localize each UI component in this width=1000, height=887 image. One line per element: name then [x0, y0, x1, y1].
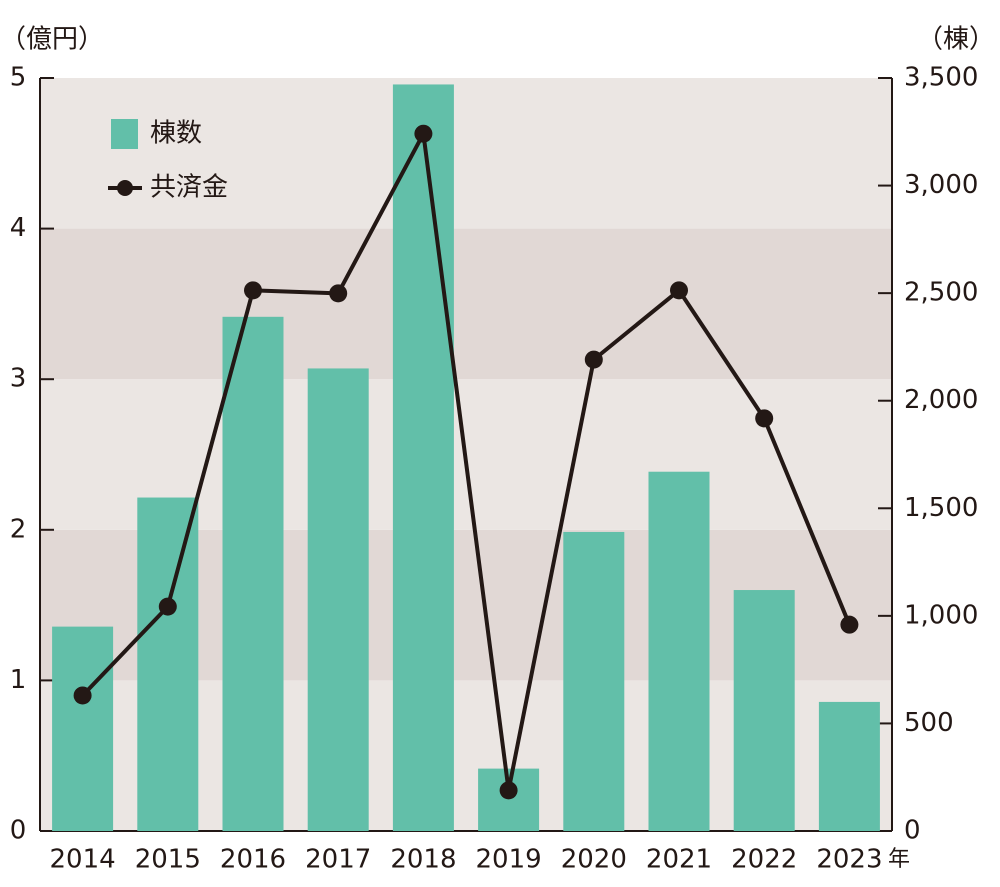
bar — [818, 701, 880, 831]
y-tick-label: 4 — [10, 213, 27, 243]
line-point — [158, 597, 177, 616]
line-point — [329, 284, 348, 303]
legend-label: 棟数 — [150, 119, 202, 149]
x-tick-label: 2019 — [476, 845, 542, 875]
y-tick-label: 3 — [10, 364, 27, 394]
line-point — [584, 350, 603, 369]
bar — [563, 531, 625, 831]
x-tick-label: 2017 — [305, 845, 371, 875]
line-point — [414, 124, 433, 143]
line-point — [840, 615, 859, 634]
x-unit-label: 年 — [888, 847, 910, 872]
bar — [648, 471, 710, 831]
plot-band — [40, 78, 892, 229]
line — [81, 131, 852, 793]
y-tick-label: 1 — [10, 665, 27, 695]
line-point — [244, 281, 262, 300]
bar — [307, 368, 369, 831]
x-tick-label: 2015 — [135, 845, 201, 875]
y2-tick-label: 1,500 — [904, 493, 978, 523]
line-point — [499, 781, 518, 800]
bar — [222, 316, 284, 831]
y2-tick-label: 0 — [904, 816, 921, 846]
plot-band — [40, 228, 892, 380]
y-axis-label: （億円） — [0, 25, 104, 55]
y2-tick-label: 3,500 — [904, 63, 978, 93]
y-tick-label: 5 — [10, 63, 27, 93]
bar — [52, 626, 114, 831]
bar — [137, 497, 199, 831]
x-tick-label: 2020 — [561, 845, 627, 875]
line-point — [755, 409, 774, 428]
y2-axis-label: （棟） — [917, 25, 995, 55]
legend-marker — [117, 180, 133, 196]
x-tick-label: 2021 — [646, 845, 712, 875]
y2-tick-label: 2,500 — [904, 278, 978, 308]
y2-tick-label: 3,000 — [904, 170, 978, 200]
y2-tick-label: 2,000 — [904, 385, 978, 415]
x-tick-label: 2014 — [50, 845, 116, 875]
line-point — [73, 686, 92, 705]
y-tick-label: 2 — [10, 514, 27, 544]
x-tick-label: 2022 — [731, 845, 797, 875]
y2-tick-label: 500 — [904, 708, 954, 738]
legend-label: 共済金 — [150, 173, 228, 203]
y2-tick-label: 1,000 — [904, 600, 978, 630]
x-tick-label: 2018 — [390, 845, 456, 875]
x-tick-label: 2023 — [816, 845, 882, 875]
y-tick-label: 0 — [10, 816, 27, 846]
x-tick-label: 2016 — [220, 845, 286, 875]
bar — [392, 84, 454, 831]
line-point — [670, 281, 688, 300]
bar — [733, 590, 795, 831]
legend-swatch — [111, 119, 138, 149]
